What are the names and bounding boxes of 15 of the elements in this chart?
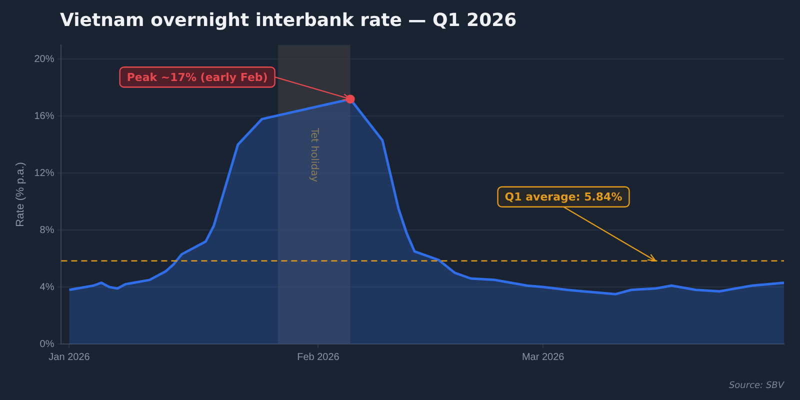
y-tick-label: 4% [40,282,54,293]
y-tick-label: 12% [34,168,54,179]
annotation: Q1 average: 5.84% [504,190,622,204]
y-tick-label: 20% [34,54,54,65]
chart-title: Vietnam overnight interbank rate — Q1 2026 [60,10,517,31]
band-label: Tet holiday [308,126,320,182]
annotation: Peak ~17% (early Feb) [126,70,268,84]
y-axis-title: Rate (% p.a.) [14,162,27,227]
x-tick-label: Mar 2026 [522,352,565,363]
x-tick-label: Jan 2026 [48,352,90,363]
y-tick-label: 8% [40,224,54,236]
y-tick-label: 0% [40,338,54,350]
y-tick-label: 16% [34,110,54,122]
source-note: Source: SBV [728,381,784,391]
x-tick-label: Feb 2026 [297,352,340,363]
